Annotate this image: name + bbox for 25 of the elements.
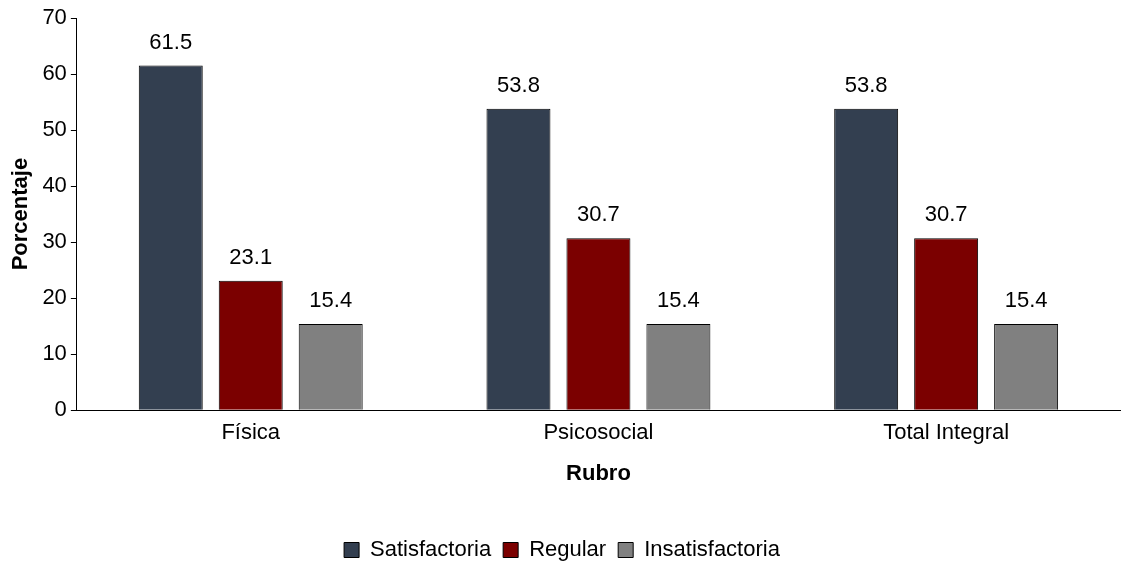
x-tick-label: Física: [221, 419, 281, 445]
y-tick-label: 30: [42, 228, 67, 254]
y-tick-label: 70: [42, 4, 67, 30]
data-label: 23.1: [229, 243, 273, 269]
y-tick-label: 10: [42, 340, 67, 366]
y-tick-label: 20: [42, 284, 67, 310]
y-tick-label: 50: [42, 116, 67, 142]
data-label: 15.4: [309, 286, 353, 312]
data-label: 53.8: [497, 71, 540, 97]
legend-label: Regular: [529, 536, 607, 562]
legend-label: Satisfactoria: [370, 536, 492, 562]
y-tick-label: 0: [54, 396, 67, 422]
x-axis-title: Rubro: [566, 459, 631, 485]
y-tick-label: 60: [42, 60, 67, 86]
x-tick-label: Total Integral: [883, 419, 1010, 445]
data-label: 30.7: [577, 201, 620, 227]
y-axis-title: Porcentaje: [7, 157, 33, 271]
y-tick-label: 40: [42, 172, 67, 198]
data-label: 30.7: [924, 201, 968, 227]
data-label: 15.4: [1004, 286, 1048, 312]
legend-label: Insatisfactoria: [644, 536, 781, 562]
data-label: 61.5: [149, 28, 193, 54]
data-label: 15.4: [656, 286, 700, 312]
data-label: 53.8: [844, 71, 888, 97]
x-tick-label: Psicosocial: [543, 419, 654, 445]
